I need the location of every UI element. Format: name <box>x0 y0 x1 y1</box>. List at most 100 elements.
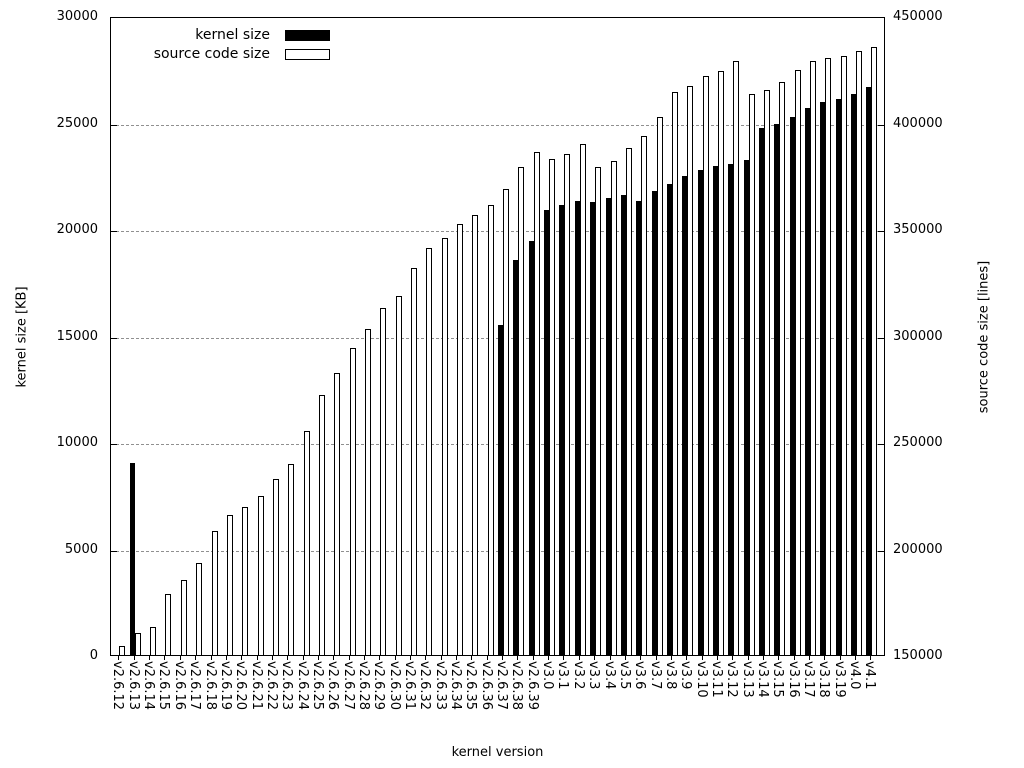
bar-kernel-size <box>636 200 642 655</box>
x-tick-label: v3.4 <box>601 661 617 690</box>
y-right-tick-label: 250000 <box>893 435 943 450</box>
x-tick-label: v3.12 <box>724 661 740 698</box>
x-tick-mark <box>256 656 258 660</box>
x-tick-label: v3.8 <box>662 661 678 690</box>
x-tick-label: v3.5 <box>616 661 632 690</box>
x-tick-mark <box>287 656 289 660</box>
bar-source-code-size <box>411 267 418 655</box>
x-tick-label: v2.6.30 <box>386 661 402 711</box>
bar-kernel-size <box>712 166 718 655</box>
x-tick-mark <box>271 656 273 660</box>
x-tick-mark <box>348 656 350 660</box>
bar-source-code-size <box>656 116 663 655</box>
x-tick-mark <box>870 656 872 660</box>
x-tick-mark <box>440 656 442 660</box>
x-tick-label: v2.6.18 <box>202 661 218 711</box>
bar-source-code-size <box>364 328 371 655</box>
x-tick-label: v2.6.24 <box>294 661 310 711</box>
x-tick-label: v3.3 <box>586 661 602 690</box>
bar-kernel-size <box>805 108 811 655</box>
bar-source-code-size <box>702 76 709 655</box>
x-tick-label: v2.6.38 <box>509 661 525 711</box>
x-tick-label: v3.10 <box>693 661 709 698</box>
x-tick-label: v2.6.13 <box>125 661 141 711</box>
bar-kernel-size <box>498 324 504 655</box>
bar-source-code-size <box>840 56 847 655</box>
bar-source-code-size <box>625 148 632 655</box>
gridline <box>111 550 884 552</box>
x-tick-mark <box>517 656 519 660</box>
y-right-tick-label: 150000 <box>893 648 943 663</box>
x-tick-mark <box>855 656 857 660</box>
x-tick-mark <box>747 656 749 660</box>
x-tick-label: v3.14 <box>754 661 770 698</box>
bar-source-code-size <box>196 562 203 655</box>
bar-kernel-size <box>559 204 565 655</box>
x-tick-label: v2.6.12 <box>110 661 126 711</box>
bar-kernel-size <box>758 128 764 655</box>
legend-swatch-source-code-size <box>285 49 330 60</box>
gridline <box>111 337 884 339</box>
x-tick-mark <box>502 656 504 660</box>
bar-source-code-size <box>595 167 602 655</box>
y-tick-mark <box>111 124 117 126</box>
x-tick-label: v2.6.16 <box>171 661 187 711</box>
x-tick-label: v2.6.22 <box>263 661 279 711</box>
x-tick-mark <box>809 656 811 660</box>
bar-source-code-size <box>303 430 310 655</box>
x-tick-label: v2.6.26 <box>325 661 341 711</box>
x-tick-label: v3.9 <box>678 661 694 690</box>
bar-kernel-size <box>789 117 795 655</box>
x-tick-label: v2.6.32 <box>417 661 433 711</box>
x-tick-mark <box>425 656 427 660</box>
bar-source-code-size <box>257 496 264 655</box>
bar-kernel-size <box>697 170 703 655</box>
y-left-tick-label: 20000 <box>56 222 98 237</box>
x-tick-label: v3.19 <box>831 661 847 698</box>
x-tick-mark <box>594 656 596 660</box>
legend-label-source-code-size: source code size <box>153 46 270 62</box>
x-tick-mark <box>179 656 181 660</box>
bar-source-code-size <box>226 515 233 655</box>
x-tick-label: v2.6.20 <box>233 661 249 711</box>
bar-source-code-size <box>533 151 540 655</box>
x-tick-label: v2.6.17 <box>187 661 203 711</box>
x-tick-mark <box>379 656 381 660</box>
y-right-tick-label: 300000 <box>893 328 943 344</box>
x-tick-label: v2.6.36 <box>478 661 494 711</box>
x-tick-mark <box>824 656 826 660</box>
x-tick-mark <box>762 656 764 660</box>
x-tick-label: v2.6.39 <box>524 661 540 711</box>
x-tick-label: v2.6.23 <box>279 661 295 711</box>
x-tick-label: v2.6.34 <box>448 661 464 711</box>
bar-source-code-size <box>733 60 740 655</box>
bar-source-code-size <box>748 93 755 655</box>
bar-source-code-size <box>549 158 556 655</box>
x-tick-mark <box>655 656 657 660</box>
x-tick-mark <box>686 656 688 660</box>
bar-source-code-size <box>426 247 433 655</box>
x-tick-mark <box>670 656 672 660</box>
gridline <box>111 124 884 126</box>
x-tick-mark <box>363 656 365 660</box>
y-tick-mark <box>111 337 117 339</box>
bar-kernel-size <box>728 164 734 655</box>
bar-source-code-size <box>180 580 187 655</box>
x-tick-label: v3.0 <box>540 661 556 690</box>
x-tick-mark <box>609 656 611 660</box>
bar-source-code-size <box>441 237 448 655</box>
bar-source-code-size <box>763 89 770 655</box>
bar-source-code-size <box>487 204 494 655</box>
x-tick-mark <box>410 656 412 660</box>
x-tick-label: v2.6.31 <box>402 661 418 711</box>
bar-source-code-size <box>671 92 678 655</box>
x-tick-label: v2.6.19 <box>217 661 233 711</box>
bar-source-code-size <box>472 214 479 655</box>
y-tick-mark <box>878 550 884 552</box>
x-tick-label: v2.6.35 <box>463 661 479 711</box>
y-right-tick-label: 350000 <box>893 222 943 237</box>
bar-source-code-size <box>518 167 525 655</box>
y-tick-mark <box>878 337 884 339</box>
bar-source-code-size <box>794 69 801 655</box>
